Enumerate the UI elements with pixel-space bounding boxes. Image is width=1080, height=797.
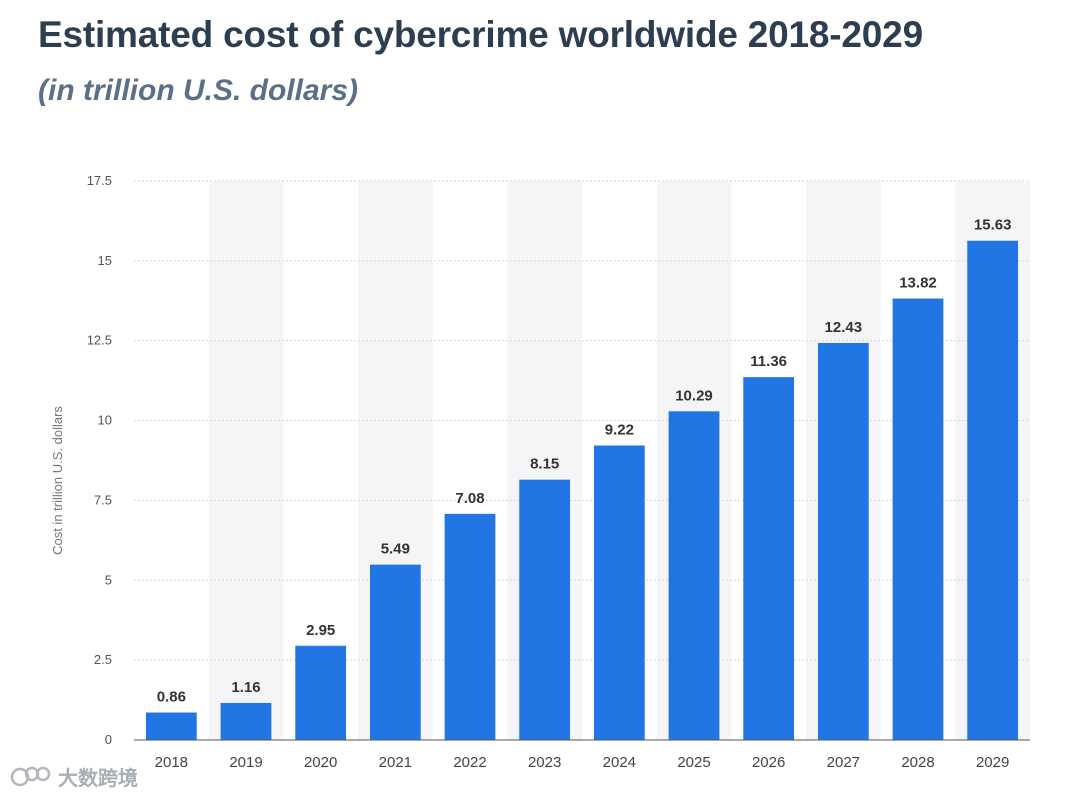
bar-2029[interactable] bbox=[967, 240, 1019, 740]
y-tick-label: 15 bbox=[98, 253, 112, 268]
x-tick-label: 2024 bbox=[603, 754, 636, 771]
value-label: 7.08 bbox=[455, 490, 484, 507]
value-label: 15.63 bbox=[974, 217, 1012, 234]
x-tick-label: 2026 bbox=[752, 754, 785, 771]
bar-2026[interactable] bbox=[743, 377, 795, 740]
chart-title: Estimated cost of cybercrime worldwide 2… bbox=[38, 14, 923, 55]
x-axis-ticks: 2018 2019 2020 2021 2022 2023 2024 2025 2026 2027… bbox=[155, 754, 1010, 771]
value-label: 1.16 bbox=[231, 679, 260, 696]
value-label: 12.43 bbox=[825, 319, 863, 336]
x-tick-label: 2021 bbox=[379, 754, 412, 771]
bar-2023[interactable] bbox=[519, 479, 571, 740]
x-tick-label: 2018 bbox=[155, 754, 188, 771]
chart-subtitle: (in trillion U.S. dollars) bbox=[38, 74, 359, 107]
y-tick-label: 2.5 bbox=[94, 652, 112, 667]
y-tick-label: 7.5 bbox=[94, 492, 112, 507]
value-labels: 0.86 1.16 2.95 5.49 7.08 8.15 9.22 10.29 11.36 12… bbox=[157, 217, 1012, 706]
y-tick-label: 17.5 bbox=[87, 173, 112, 188]
value-label: 8.15 bbox=[530, 456, 559, 473]
bars bbox=[145, 240, 1019, 740]
value-label: 9.22 bbox=[605, 421, 634, 438]
gridlines bbox=[134, 180, 1030, 661]
x-tick-label: 2028 bbox=[901, 754, 934, 771]
bar-2018[interactable] bbox=[145, 712, 197, 740]
watermark: 大数跨境 bbox=[10, 762, 138, 791]
watermark-logo-icon bbox=[10, 766, 51, 786]
y-axis-title: Cost in trillion U.S. dollars bbox=[50, 406, 65, 555]
bar-2028[interactable] bbox=[892, 298, 944, 740]
x-tick-label: 2027 bbox=[827, 754, 860, 771]
x-tick-label: 2025 bbox=[677, 754, 710, 771]
x-tick-label: 2023 bbox=[528, 754, 561, 771]
value-label: 10.29 bbox=[675, 387, 713, 404]
bar-2020[interactable] bbox=[295, 645, 347, 740]
value-label: 2.95 bbox=[306, 622, 335, 639]
bar-2019[interactable] bbox=[220, 702, 272, 740]
bar-2024[interactable] bbox=[593, 445, 645, 740]
y-axis-ticks: 0 2.5 5 7.5 10 12.5 15 17.5 bbox=[87, 173, 112, 747]
y-tick-label: 12.5 bbox=[87, 333, 112, 348]
x-tick-label: 2022 bbox=[453, 754, 486, 771]
bar-2022[interactable] bbox=[444, 513, 496, 740]
y-tick-label: 0 bbox=[105, 732, 112, 747]
x-tick-label: 2020 bbox=[304, 754, 337, 771]
x-tick-label: 2019 bbox=[229, 754, 262, 771]
value-label: 0.86 bbox=[157, 689, 186, 706]
y-tick-label: 5 bbox=[105, 572, 112, 587]
bar-2027[interactable] bbox=[817, 342, 869, 740]
watermark-text: 大数跨境 bbox=[58, 768, 138, 790]
x-tick-label: 2029 bbox=[976, 754, 1009, 771]
value-label: 13.82 bbox=[899, 275, 937, 292]
value-label: 5.49 bbox=[381, 541, 410, 558]
y-tick-label: 10 bbox=[98, 413, 112, 428]
bar-2025[interactable] bbox=[668, 411, 720, 740]
value-label: 11.36 bbox=[750, 353, 787, 370]
bar-2021[interactable] bbox=[369, 564, 421, 740]
background-stripe bbox=[208, 181, 284, 740]
